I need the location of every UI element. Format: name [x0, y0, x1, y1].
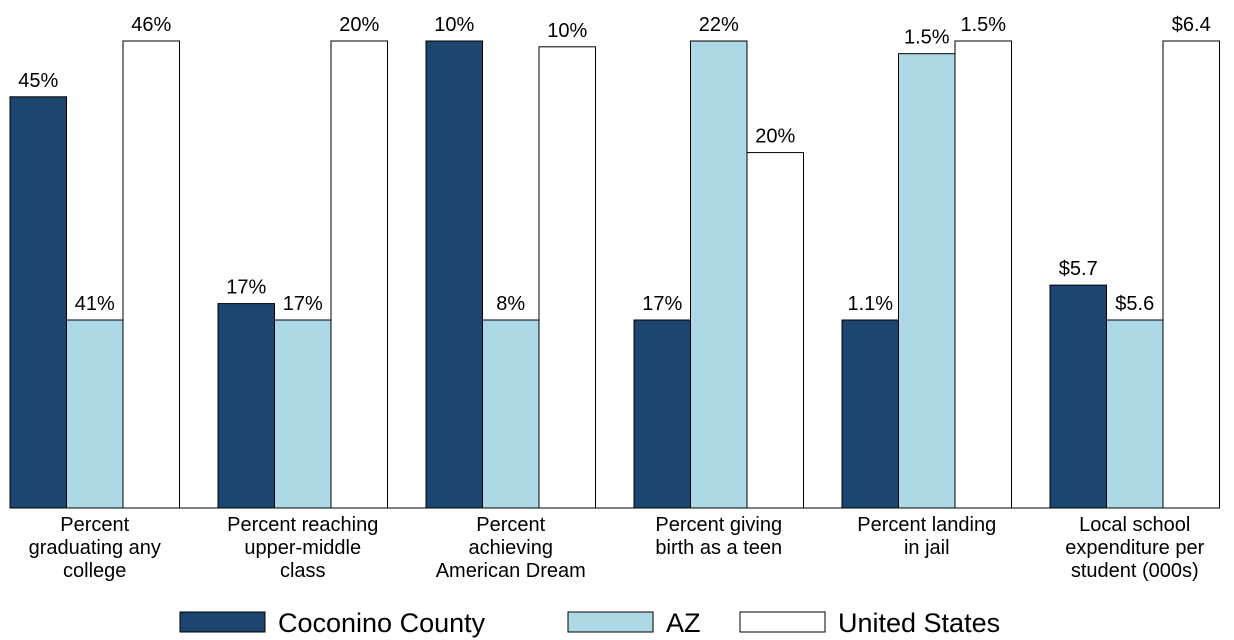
x-tick-label: Percent graduating any college	[28, 514, 161, 582]
bar	[538, 46, 596, 509]
bar	[690, 40, 748, 509]
bar	[122, 40, 180, 509]
legend-label: Coconino County	[278, 608, 486, 638]
value-label: 10%	[434, 14, 474, 36]
bar	[1106, 319, 1164, 509]
bar	[425, 40, 483, 509]
x-tick-label: Percent reaching upper-middle class	[227, 514, 379, 582]
value-label: $5.7	[1059, 258, 1098, 280]
value-label: 20%	[755, 126, 795, 148]
bar	[330, 40, 388, 509]
value-label: 1.5%	[904, 27, 950, 49]
x-tick-label: Percent achieving American Dream	[435, 514, 586, 582]
bar	[1049, 284, 1107, 509]
bar	[9, 96, 67, 509]
bar	[217, 303, 275, 509]
value-label: 8%	[496, 293, 525, 315]
bar	[898, 53, 956, 509]
value-label: 46%	[131, 14, 171, 36]
value-label: 17%	[642, 293, 682, 315]
value-label: 41%	[75, 293, 115, 315]
bar	[274, 319, 332, 509]
bar	[954, 40, 1012, 509]
value-label: 17%	[283, 293, 323, 315]
legend-swatch	[179, 611, 266, 633]
bar	[66, 319, 124, 509]
bar	[841, 319, 899, 509]
legend-swatch	[567, 611, 654, 633]
x-tick-label: Percent landing in jail	[857, 514, 997, 559]
value-label: 45%	[18, 70, 58, 92]
value-label: 10%	[547, 20, 587, 42]
bar	[633, 319, 691, 509]
bar	[1162, 40, 1220, 509]
value-label: 1.1%	[847, 293, 893, 315]
legend-swatch	[739, 611, 826, 633]
value-label: 20%	[339, 14, 379, 36]
value-label: 22%	[699, 14, 739, 36]
legend-label: United States	[838, 608, 1000, 638]
value-label: 17%	[226, 277, 266, 299]
legend-label: AZ	[666, 608, 701, 638]
value-label: $6.4	[1172, 14, 1211, 36]
bar	[482, 319, 540, 509]
x-tick-label: Percent giving birth as a teen	[655, 514, 783, 559]
value-label: $5.6	[1115, 293, 1154, 315]
value-label: 1.5%	[960, 14, 1006, 36]
bar	[746, 152, 804, 509]
x-tick-label: Local school expenditure per student (00…	[1065, 514, 1205, 582]
